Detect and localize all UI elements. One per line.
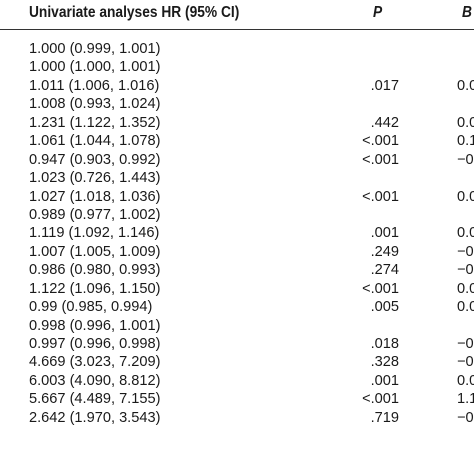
- cell-p-value: .328: [370, 354, 399, 371]
- cell-hr-ci: 1.231 (1.122, 1.352): [29, 114, 161, 131]
- cell-p-value: .017: [370, 77, 399, 94]
- table-row: 2.642 (1.970, 3.543) .719 −0.0: [0, 409, 474, 427]
- header-rule: [0, 29, 474, 30]
- table-row: 0.947 (0.903, 0.992) <.001 −0.1: [0, 151, 474, 169]
- table-row: 1.023 (0.726, 1.443): [0, 169, 474, 187]
- cell-b-coefficient: −0.0: [457, 243, 474, 260]
- table-row: 1.231 (1.122, 1.352) .442 0.0: [0, 114, 474, 132]
- table-row: 1.027 (1.018, 1.036) <.001 0.0: [0, 188, 474, 206]
- cell-b-coefficient: −0.3: [457, 354, 474, 371]
- cell-hr-ci: 0.947 (0.903, 0.992): [29, 151, 161, 168]
- cell-hr-ci: 1.008 (0.993, 1.024): [29, 96, 161, 113]
- table-row: 0.986 (0.980, 0.993) .274 −0.0: [0, 261, 474, 279]
- table-row: 1.000 (0.999, 1.001): [0, 40, 474, 58]
- table-row: 1.119 (1.092, 1.146) .001 0.0: [0, 224, 474, 242]
- cell-b-coefficient: 1.1: [457, 391, 474, 408]
- cell-hr-ci: 5.667 (4.489, 7.155): [29, 391, 161, 408]
- table-row: 0.99 (0.985, 0.994) .005 0.0: [0, 298, 474, 316]
- cell-hr-ci: 1.023 (0.726, 1.443): [29, 170, 161, 187]
- cell-p-value: .005: [370, 299, 399, 316]
- table-body: 1.000 (0.999, 1.001) 1.000 (1.000, 1.001)…: [0, 40, 474, 427]
- cell-p-value: .018: [370, 336, 399, 352]
- cell-p-value: .442: [370, 114, 399, 131]
- cell-p-value: <.001: [362, 133, 399, 150]
- cell-b-coefficient: −0.1: [457, 151, 474, 168]
- cell-p-value: .274: [370, 262, 399, 279]
- table-row: 0.998 (0.996, 1.001): [0, 317, 474, 335]
- cell-hr-ci: 1.119 (1.092, 1.146): [29, 225, 160, 242]
- table-row: 1.011 (1.006, 1.016) .017 0.0: [0, 77, 474, 95]
- cell-hr-ci: 0.989 (0.977, 1.002): [29, 206, 161, 223]
- cell-b-coefficient: 0.0: [457, 299, 474, 316]
- cell-hr-ci: 0.998 (0.996, 1.001): [29, 317, 161, 334]
- cell-hr-ci: 1.061 (1.044, 1.078): [29, 133, 161, 150]
- cell-p-value: <.001: [362, 188, 399, 205]
- cell-hr-ci: 1.122 (1.096, 1.150): [29, 280, 161, 297]
- cell-hr-ci: 1.027 (1.018, 1.036): [29, 188, 161, 205]
- table-row: 0.997 (0.996, 0.998) .018 −0.0: [0, 335, 474, 353]
- table-row: 1.122 (1.096, 1.150) <.001 0.0: [0, 280, 474, 298]
- cell-p-value: .001: [370, 225, 399, 242]
- table-row: 1.000 (1.000, 1.001): [0, 58, 474, 76]
- header-univariate-hr: Univariate analyses HR (95% CI): [29, 4, 240, 21]
- cell-b-coefficient: 0.0: [457, 280, 474, 297]
- cell-hr-ci: 2.642 (1.970, 3.543): [29, 409, 161, 426]
- table-row: 0.989 (0.977, 1.002): [0, 206, 474, 224]
- cell-hr-ci: 6.003 (4.090, 8.812): [29, 372, 161, 389]
- cell-hr-ci: 0.99 (0.985, 0.994): [29, 299, 153, 316]
- table-header: Univariate analyses HR (95% CI) P B: [0, 0, 474, 28]
- table-row: 1.061 (1.044, 1.078) <.001 0.1: [0, 132, 474, 150]
- cell-hr-ci: 4.669 (3.023, 7.209): [29, 354, 161, 371]
- cell-b-coefficient: 0.0: [457, 225, 474, 242]
- cell-p-value: .719: [370, 409, 399, 426]
- table-row: 6.003 (4.090, 8.812) .001 0.0: [0, 372, 474, 390]
- cell-p-value: <.001: [362, 280, 399, 297]
- cell-b-coefficient: −0.0: [457, 262, 474, 279]
- cell-b-coefficient: 0.0: [457, 77, 474, 94]
- table-row: 4.669 (3.023, 7.209) .328 −0.3: [0, 353, 474, 371]
- cell-p-value: <.001: [362, 151, 399, 168]
- cell-hr-ci: 1.007 (1.005, 1.009): [29, 243, 161, 260]
- cell-b-coefficient: −0.0: [457, 409, 474, 426]
- header-p-value: P: [373, 4, 383, 21]
- cell-hr-ci: 1.000 (1.000, 1.001): [29, 59, 161, 76]
- header-b-coefficient: B: [462, 4, 472, 21]
- table-row: 5.667 (4.489, 7.155) <.001 1.1: [0, 390, 474, 408]
- cell-b-coefficient: 0.0: [457, 188, 474, 205]
- cell-hr-ci: 1.000 (0.999, 1.001): [29, 41, 161, 57]
- cell-hr-ci: 0.986 (0.980, 0.993): [29, 262, 161, 279]
- cell-p-value: .001: [370, 372, 399, 389]
- cell-p-value: .249: [370, 243, 399, 260]
- cell-b-coefficient: −0.0: [457, 336, 474, 352]
- cell-p-value: <.001: [362, 391, 399, 408]
- cell-b-coefficient: 0.0: [457, 372, 474, 389]
- cell-b-coefficient: 0.1: [457, 133, 474, 150]
- table-row: 1.008 (0.993, 1.024): [0, 95, 474, 113]
- table-row: 1.007 (1.005, 1.009) .249 −0.0: [0, 243, 474, 261]
- cell-hr-ci: 0.997 (0.996, 0.998): [29, 336, 161, 352]
- cell-b-coefficient: 0.0: [457, 114, 474, 131]
- cell-hr-ci: 1.011 (1.006, 1.016): [29, 77, 160, 94]
